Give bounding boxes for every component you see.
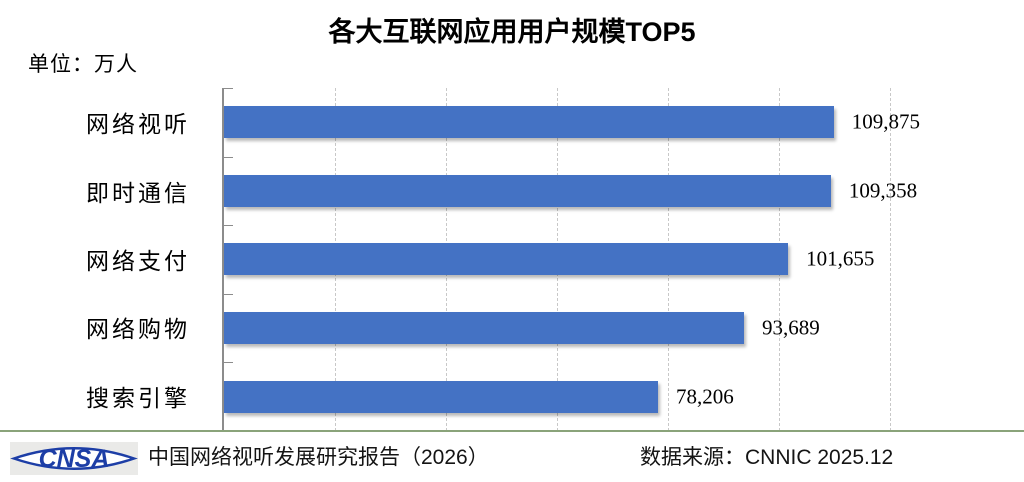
bar	[224, 312, 744, 345]
bar-row: 78,206	[224, 362, 890, 431]
bar-row: 101,655	[224, 225, 890, 294]
value-label: 109,875	[851, 109, 921, 134]
category-label: 搜索引擎	[86, 385, 190, 411]
bar	[224, 174, 831, 207]
axis-tick	[224, 362, 233, 364]
category-labels: 网络视听即时通信网络支付网络购物搜索引擎	[0, 88, 206, 430]
value-label: 93,689	[761, 315, 820, 340]
bar	[224, 106, 834, 139]
bar-row: 109,875	[224, 88, 920, 157]
plot-area: 109,875 109,358 101,655 93,689 78,206	[222, 88, 920, 432]
value-label: 101,655	[806, 246, 875, 271]
gridline	[890, 88, 891, 431]
data-source-text: 数据来源：CNNIC 2025.12	[640, 446, 894, 469]
report-source-text: 中国网络视听发展研究报告（2026）	[148, 446, 489, 469]
axis-tick	[224, 88, 233, 89]
category-label: 即时通信	[86, 180, 190, 206]
bar	[224, 243, 789, 276]
chart-title: 各大互联网应用用户规模TOP5	[328, 17, 696, 47]
logo-lens-shape	[10, 447, 138, 470]
cnsa-logo: CNSA	[10, 442, 138, 475]
unit-label: 单位：万人	[28, 52, 138, 76]
category-label: 网络支付	[86, 249, 190, 275]
category-label: 网络购物	[86, 317, 190, 343]
bar	[224, 380, 659, 413]
footer-divider	[0, 430, 1024, 432]
value-label: 78,206	[676, 384, 734, 409]
bar-row: 93,689	[224, 294, 890, 363]
bar-rows: 109,875 109,358 101,655 93,689 78,206	[224, 88, 920, 431]
bar-row: 109,358	[224, 157, 917, 226]
axis-tick	[224, 225, 233, 227]
value-label: 109,358	[848, 178, 918, 203]
logo-text: CNSA	[39, 445, 110, 473]
axis-tick	[224, 293, 233, 295]
category-label: 网络视听	[86, 112, 190, 138]
axis-tick	[224, 156, 233, 158]
